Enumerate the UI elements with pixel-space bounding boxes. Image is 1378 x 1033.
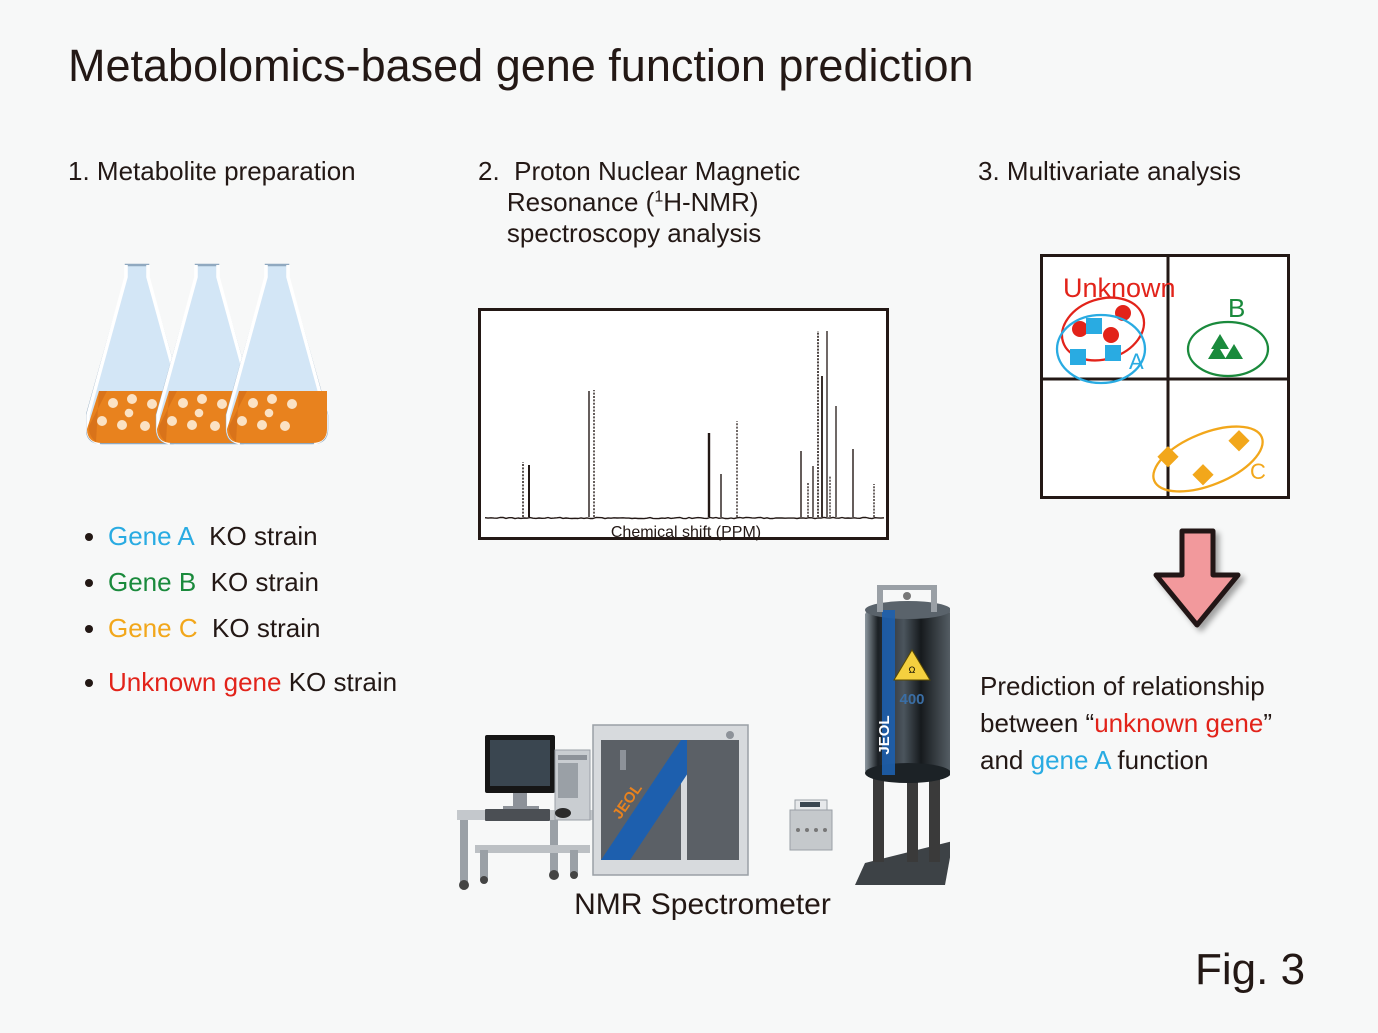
svg-text:JEOL: JEOL bbox=[876, 715, 893, 754]
svg-text:A: A bbox=[1129, 349, 1144, 374]
svg-text:400: 400 bbox=[899, 691, 924, 708]
svg-text:Ω: Ω bbox=[909, 665, 916, 675]
svg-text:Chemical shift (PPM): Chemical shift (PPM) bbox=[611, 524, 761, 541]
svg-text:C: C bbox=[1250, 459, 1266, 484]
svg-text:B: B bbox=[1228, 293, 1245, 323]
